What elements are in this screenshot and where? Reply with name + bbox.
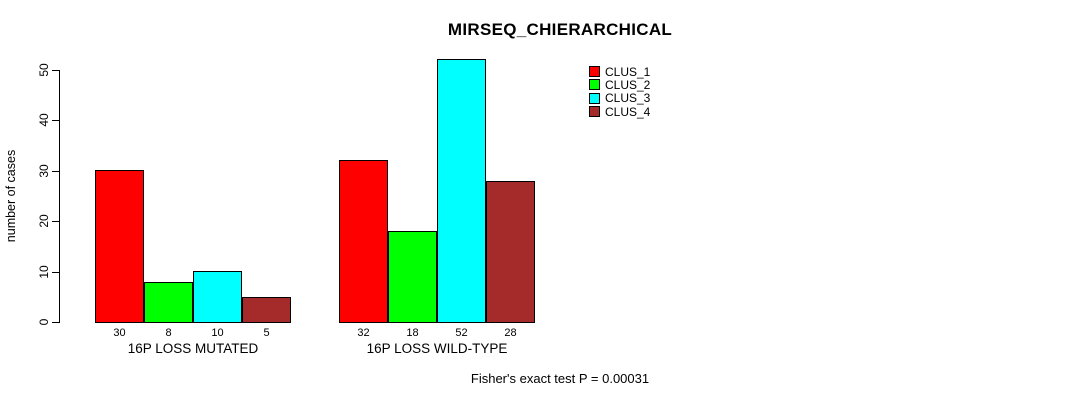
bar-value-label: 18 xyxy=(406,327,419,339)
bar-clus_1 xyxy=(95,170,144,323)
bar-clus_4 xyxy=(486,181,535,323)
bar-value-label: 8 xyxy=(165,327,172,339)
legend-swatch-clus_2 xyxy=(589,79,600,91)
category-label: 16P LOSS WILD-TYPE xyxy=(366,341,508,356)
legend-label: CLUS_1 xyxy=(605,64,651,79)
bar-value-label: 30 xyxy=(113,327,126,339)
chart-title: MIRSEQ_CHIERARCHICAL xyxy=(447,20,673,39)
y-axis-tick xyxy=(52,120,59,121)
y-tick-label: 10 xyxy=(37,264,51,279)
legend-label: CLUS_2 xyxy=(605,77,651,92)
bar-value-label: 28 xyxy=(504,327,517,339)
legend-item-clus_3: CLUS_3 xyxy=(589,91,651,106)
annotation-fishers-test: Fisher's exact test P = 0.00031 xyxy=(470,371,650,386)
y-tick-label: 40 xyxy=(37,113,51,127)
y-tick-label: 0 xyxy=(37,318,51,326)
legend-item-clus_4: CLUS_4 xyxy=(589,104,651,119)
legend-swatch-clus_1 xyxy=(589,66,600,78)
bar-clus_3 xyxy=(193,271,242,323)
bar-value-label: 32 xyxy=(357,327,370,339)
legend-item-clus_1: CLUS_1 xyxy=(589,64,651,79)
y-tick-label: 20 xyxy=(37,214,51,228)
bar-value-label: 10 xyxy=(211,327,224,339)
legend-label: CLUS_3 xyxy=(605,91,651,106)
y-tick-label: 30 xyxy=(37,163,51,178)
legend: CLUS_1 CLUS_2 CLUS_3 CLUS_4 xyxy=(589,64,651,119)
bar-value-label: 52 xyxy=(455,327,468,339)
y-axis-tick xyxy=(52,69,59,71)
legend-label: CLUS_4 xyxy=(605,104,651,119)
y-axis-line xyxy=(59,70,60,323)
legend-swatch-clus_4 xyxy=(589,106,600,118)
bar-clus_2 xyxy=(388,231,437,323)
legend-item-clus_2: CLUS_2 xyxy=(589,77,651,92)
bar-clus_4 xyxy=(242,297,291,323)
bar-clus_3 xyxy=(437,59,486,323)
y-axis-title: number of cases xyxy=(4,149,18,243)
category-label: 16P LOSS MUTATED xyxy=(127,341,259,356)
y-axis-tick xyxy=(52,221,59,222)
bar-clus_1 xyxy=(339,160,388,323)
y-axis-tick xyxy=(52,271,59,273)
y-tick-label: 50 xyxy=(37,62,51,77)
bar-clus_2 xyxy=(144,282,193,323)
y-axis-tick xyxy=(52,322,59,323)
bar-value-label: 5 xyxy=(263,327,270,339)
legend-swatch-clus_3 xyxy=(589,92,600,104)
y-axis-tick xyxy=(52,170,59,172)
